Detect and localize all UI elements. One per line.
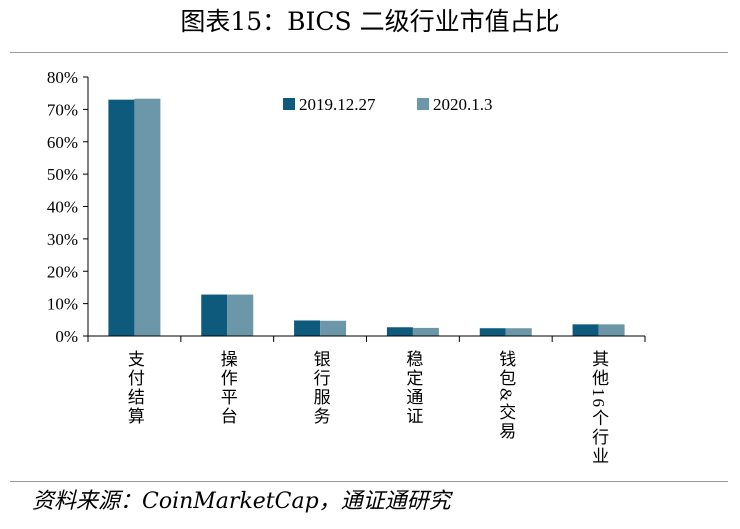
x-category-labels: 支付结算 操作平台 银行服务 稳定通证 钱包&交易 其他16个行业	[125, 350, 609, 466]
y-tick-label: 0%	[55, 327, 78, 346]
bar-2-4	[412, 327, 439, 336]
bar-2-6	[598, 324, 625, 336]
bar-1-3	[294, 320, 321, 336]
legend-label-2: 2020.1.3	[433, 95, 493, 114]
bar-chart: 0% 10% 20% 30% 40% 50% 60% 70% 80% 支付结算 操作平台 银行服务 稳…	[47, 68, 646, 466]
y-tick-label: 80%	[47, 68, 78, 87]
chart-title: 图表15：BICS 二级行业市值占比	[180, 7, 560, 36]
y-tick-label: 50%	[47, 165, 78, 184]
y-tick-label: 60%	[47, 133, 78, 152]
bars-group	[108, 98, 625, 336]
y-tick-label: 40%	[47, 198, 78, 217]
legend-swatch-1	[283, 98, 295, 110]
bar-1-5	[479, 328, 506, 336]
title-rule	[10, 52, 728, 53]
y-tick-label: 70%	[47, 100, 78, 119]
bar-2-5	[505, 328, 532, 336]
axes-group	[83, 76, 646, 342]
bar-2-3	[320, 320, 347, 336]
y-tick-label: 10%	[47, 295, 78, 314]
bar-1-4	[386, 327, 413, 336]
bar-1-1	[108, 99, 135, 336]
legend-label-1: 2019.12.27	[299, 95, 376, 114]
legend-swatch-2	[417, 98, 429, 110]
bar-1-2	[201, 294, 228, 336]
y-tick-label: 30%	[47, 230, 78, 249]
y-tick-label: 20%	[47, 262, 78, 281]
x-category-label: 钱包&交易	[496, 350, 516, 441]
y-tick-labels: 0% 10% 20% 30% 40% 50% 60% 70% 80%	[47, 68, 78, 346]
x-category-label: 稳定通证	[403, 350, 423, 426]
bar-1-6	[572, 324, 599, 336]
legend: 2019.12.27 2020.1.3	[283, 95, 493, 114]
bar-2-2	[227, 294, 254, 336]
x-category-label: 银行服务	[311, 350, 331, 426]
source-rule	[10, 481, 728, 482]
bar-2-1	[134, 98, 161, 336]
source-note: 资料来源：CoinMarketCap，通证通研究	[32, 489, 451, 514]
x-category-label: 支付结算	[125, 350, 145, 426]
x-category-label: 其他16个行业	[589, 350, 609, 466]
x-category-label: 操作平台	[218, 350, 238, 426]
